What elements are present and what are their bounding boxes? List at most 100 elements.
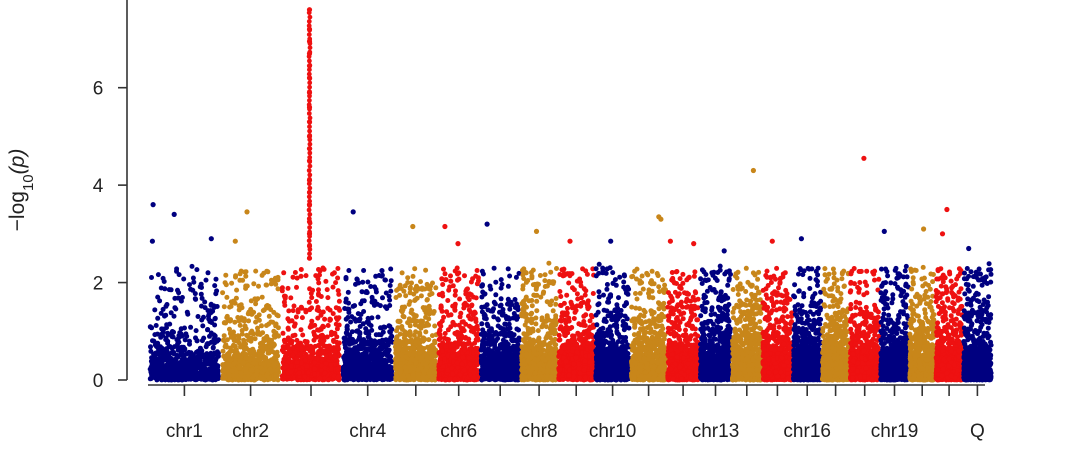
data-point: [175, 367, 181, 373]
data-point: [372, 284, 378, 290]
data-point: [159, 365, 165, 371]
data-point: [232, 300, 238, 306]
data-point: [223, 272, 229, 278]
data-point: [298, 327, 304, 333]
data-point: [442, 277, 448, 283]
data-point: [403, 368, 409, 374]
data-point: [261, 376, 266, 382]
data-point: [322, 316, 328, 322]
data-point: [418, 365, 424, 371]
data-point: [149, 355, 155, 361]
data-point: [176, 295, 182, 301]
data-point: [307, 307, 313, 313]
data-point: [298, 267, 304, 272]
data-point: [209, 365, 215, 371]
data-point: [215, 376, 221, 382]
data-point: [193, 296, 199, 302]
data-point: [186, 368, 192, 374]
data-point: [256, 317, 262, 323]
data-point: [410, 273, 416, 279]
data-point: [188, 324, 194, 330]
data-point: [361, 268, 367, 273]
data-point: [378, 332, 384, 338]
data-point: [449, 365, 455, 371]
data-point: [257, 341, 263, 347]
data-point: [450, 371, 456, 377]
data-point: [346, 268, 352, 273]
data-point: [271, 333, 277, 339]
chr-points-chr5: [392, 266, 439, 383]
data-point: [411, 291, 417, 297]
data-point: [380, 295, 385, 301]
data-point: [155, 344, 160, 350]
data-point: [227, 326, 232, 332]
data-point: [213, 369, 219, 375]
data-point: [455, 365, 461, 371]
data-point: [204, 351, 210, 357]
data-point: [474, 336, 480, 341]
data-point: [241, 337, 247, 343]
data-point: [440, 364, 446, 369]
data-point: [325, 295, 331, 301]
data-point: [433, 285, 439, 291]
data-point: [375, 314, 381, 320]
data-point: [450, 353, 456, 359]
data-point: [197, 348, 203, 353]
data-point: [312, 360, 318, 365]
data-point: [418, 293, 424, 299]
data-point: [234, 338, 240, 344]
data-point: [242, 346, 248, 352]
data-point: [269, 277, 274, 283]
data-point: [399, 352, 405, 358]
data-point: [335, 366, 340, 372]
data-point: [464, 287, 470, 292]
data-point: [274, 312, 280, 318]
data-point: [253, 319, 259, 325]
data-point: [458, 325, 464, 331]
data-point: [261, 270, 267, 276]
data-point: [155, 315, 161, 321]
data-point: [472, 309, 478, 315]
data-point: [163, 303, 169, 309]
data-point: [241, 316, 247, 322]
chr-points-chr1: [147, 263, 221, 383]
data-point: [171, 313, 177, 319]
data-point: [345, 363, 351, 369]
data-point: [226, 355, 232, 361]
data-point: [422, 286, 428, 292]
data-point: [164, 322, 170, 328]
data-point: [467, 361, 473, 367]
data-point: [150, 371, 156, 377]
data-point: [428, 343, 434, 349]
data-point: [441, 266, 446, 272]
data-point: [181, 276, 187, 282]
data-point: [345, 306, 350, 312]
data-point: [374, 348, 380, 353]
data-point: [308, 343, 314, 349]
data-point: [394, 352, 400, 358]
data-point: [430, 280, 435, 286]
data-point: [273, 353, 279, 359]
data-point: [239, 328, 245, 333]
data-point: [168, 310, 174, 316]
data-point: [220, 348, 226, 354]
data-point: [229, 368, 235, 374]
data-point: [404, 338, 410, 344]
data-point: [335, 266, 341, 271]
data-point: [405, 275, 411, 281]
data-point: [172, 295, 178, 301]
data-point: [455, 271, 460, 277]
data-point: [353, 350, 359, 356]
data-point: [429, 333, 435, 339]
data-point: [417, 331, 423, 336]
data-point: [324, 344, 330, 349]
data-point: [416, 286, 422, 292]
data-point: [224, 294, 230, 300]
data-point: [202, 366, 208, 372]
data-point: [399, 270, 405, 276]
data-point: [155, 294, 161, 300]
data-point: [348, 319, 354, 325]
data-point: [229, 333, 235, 339]
data-point: [172, 305, 178, 311]
